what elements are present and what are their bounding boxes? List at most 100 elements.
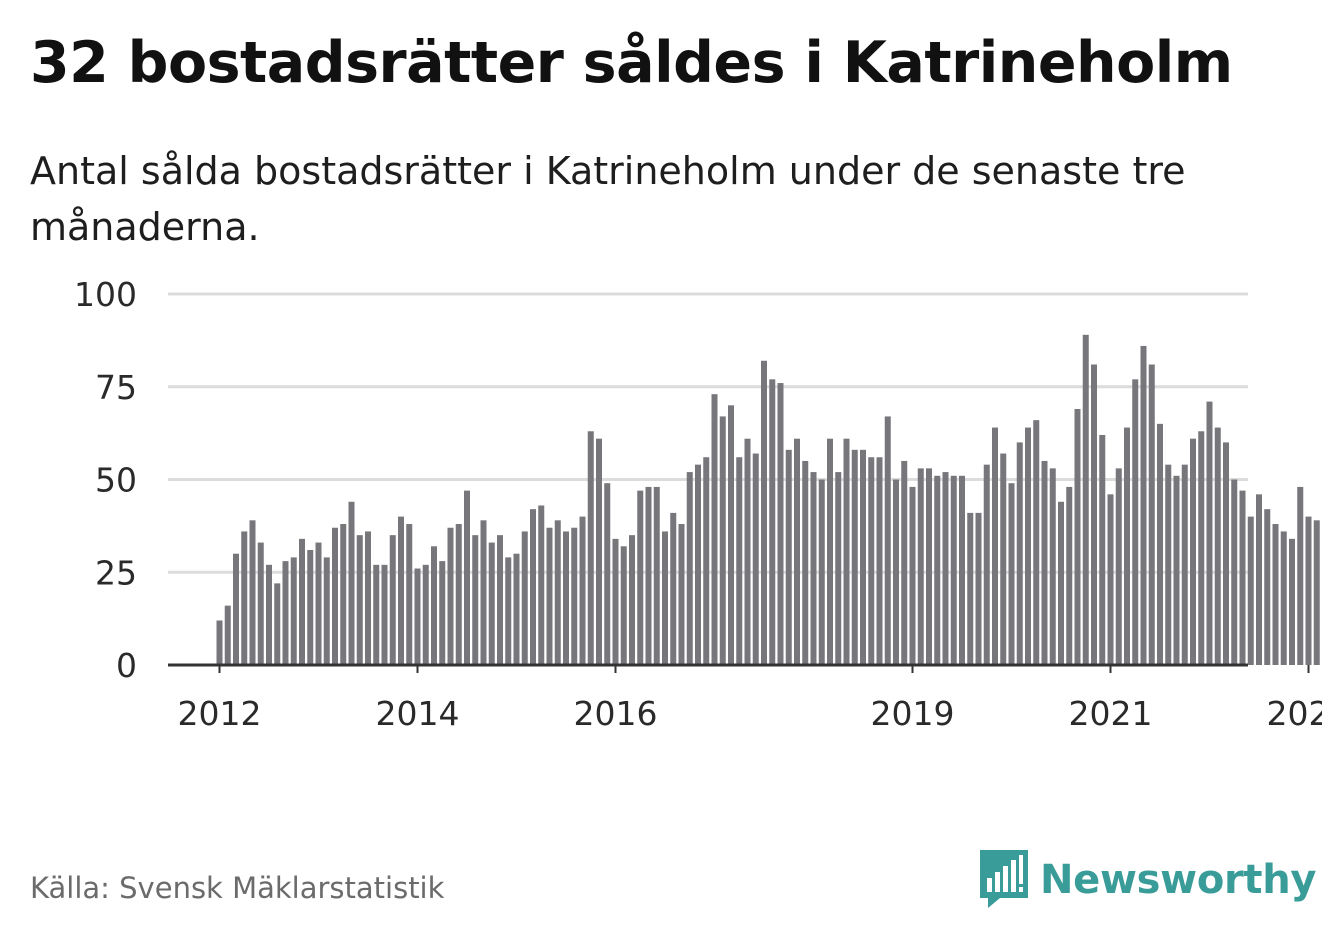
y-tick-label: 50: [95, 461, 137, 500]
bar: [1132, 379, 1139, 665]
bar: [620, 546, 627, 665]
bar: [1099, 434, 1106, 665]
bar: [1157, 423, 1163, 665]
bar: [257, 542, 264, 665]
bar: [538, 505, 545, 665]
bar: [876, 457, 883, 665]
bar: [802, 460, 809, 665]
bar: [1297, 486, 1304, 665]
bar: [893, 479, 899, 665]
bar: [224, 605, 231, 665]
bar: [917, 468, 924, 665]
bar: [1247, 516, 1254, 665]
bar: [794, 438, 800, 665]
bar: [365, 531, 371, 665]
bar: [488, 542, 495, 665]
bar: [513, 553, 520, 665]
bar: [348, 501, 355, 665]
bar: [1289, 538, 1295, 665]
bar: [884, 416, 891, 665]
bar: [992, 427, 998, 665]
bar: [810, 472, 817, 665]
chart-subtitle: Antal sålda bostadsrätter i Katrineholm …: [30, 149, 1186, 249]
bar: [521, 531, 528, 665]
bar: [505, 557, 512, 665]
bar: [827, 438, 833, 665]
bar: [719, 416, 726, 665]
bar: [975, 512, 982, 665]
bar: [711, 394, 718, 665]
bar: [860, 449, 866, 665]
bar: [909, 486, 916, 665]
bar: [761, 360, 767, 665]
bar: [596, 438, 602, 665]
bar: [695, 464, 701, 665]
bar: [604, 483, 611, 665]
bar: [249, 520, 256, 665]
bar: [266, 564, 272, 665]
y-tick-label: 25: [95, 553, 137, 592]
bar: [728, 405, 734, 665]
y-tick-label: 100: [74, 275, 137, 314]
bar: [1091, 364, 1097, 665]
bar: [455, 524, 462, 665]
bar: [414, 568, 421, 665]
bar: [447, 527, 454, 665]
bar: [835, 472, 842, 665]
bar: [1264, 509, 1271, 665]
bar: [1107, 494, 1114, 665]
bar: [1016, 442, 1023, 665]
y-tick-label: 75: [95, 368, 137, 407]
bar: [216, 620, 223, 665]
bar: [290, 557, 297, 665]
bar: [1214, 427, 1221, 665]
bar: [422, 564, 429, 665]
bar: [587, 431, 594, 665]
bar-chart: 025507510020122014201620192021202332: [74, 275, 1322, 733]
bar: [307, 549, 314, 665]
bar: [472, 535, 479, 665]
bar: [1198, 431, 1205, 665]
bar: [340, 524, 347, 665]
bar: [1000, 453, 1007, 665]
bar: [1140, 345, 1147, 665]
bar: [1173, 475, 1180, 665]
bar: [406, 524, 413, 665]
bar: [934, 475, 941, 665]
x-tick-label: 2021: [1069, 694, 1153, 733]
bar: [752, 453, 759, 665]
bar: [1313, 520, 1320, 665]
bar: [1272, 524, 1279, 665]
bar: [901, 460, 908, 665]
bar: [546, 527, 553, 665]
bar: [670, 512, 677, 665]
bar: [703, 457, 710, 665]
bar: [299, 538, 305, 665]
bar: [1058, 501, 1064, 665]
y-tick-label: 0: [116, 646, 137, 685]
bar: [967, 512, 974, 665]
bar: [431, 546, 437, 665]
bar: [1256, 494, 1262, 665]
bar: [777, 383, 784, 665]
brand-name: Newsworthy: [1040, 857, 1317, 903]
bar: [1165, 464, 1172, 665]
bar: [332, 527, 338, 665]
bar: [439, 561, 446, 665]
bar: [1206, 401, 1213, 665]
bar: [241, 531, 248, 665]
bar: [579, 516, 586, 665]
bar: [323, 557, 330, 665]
bar: [637, 490, 644, 665]
bar: [1033, 420, 1040, 665]
bar: [464, 490, 470, 665]
bar: [1181, 464, 1188, 665]
bar: [653, 486, 660, 665]
x-tick-label: 2023: [1267, 694, 1322, 733]
bar: [950, 475, 957, 665]
bar: [571, 527, 578, 665]
bar: [851, 449, 858, 665]
bar: [678, 524, 685, 665]
bar: [662, 531, 668, 665]
bar: [497, 535, 503, 665]
